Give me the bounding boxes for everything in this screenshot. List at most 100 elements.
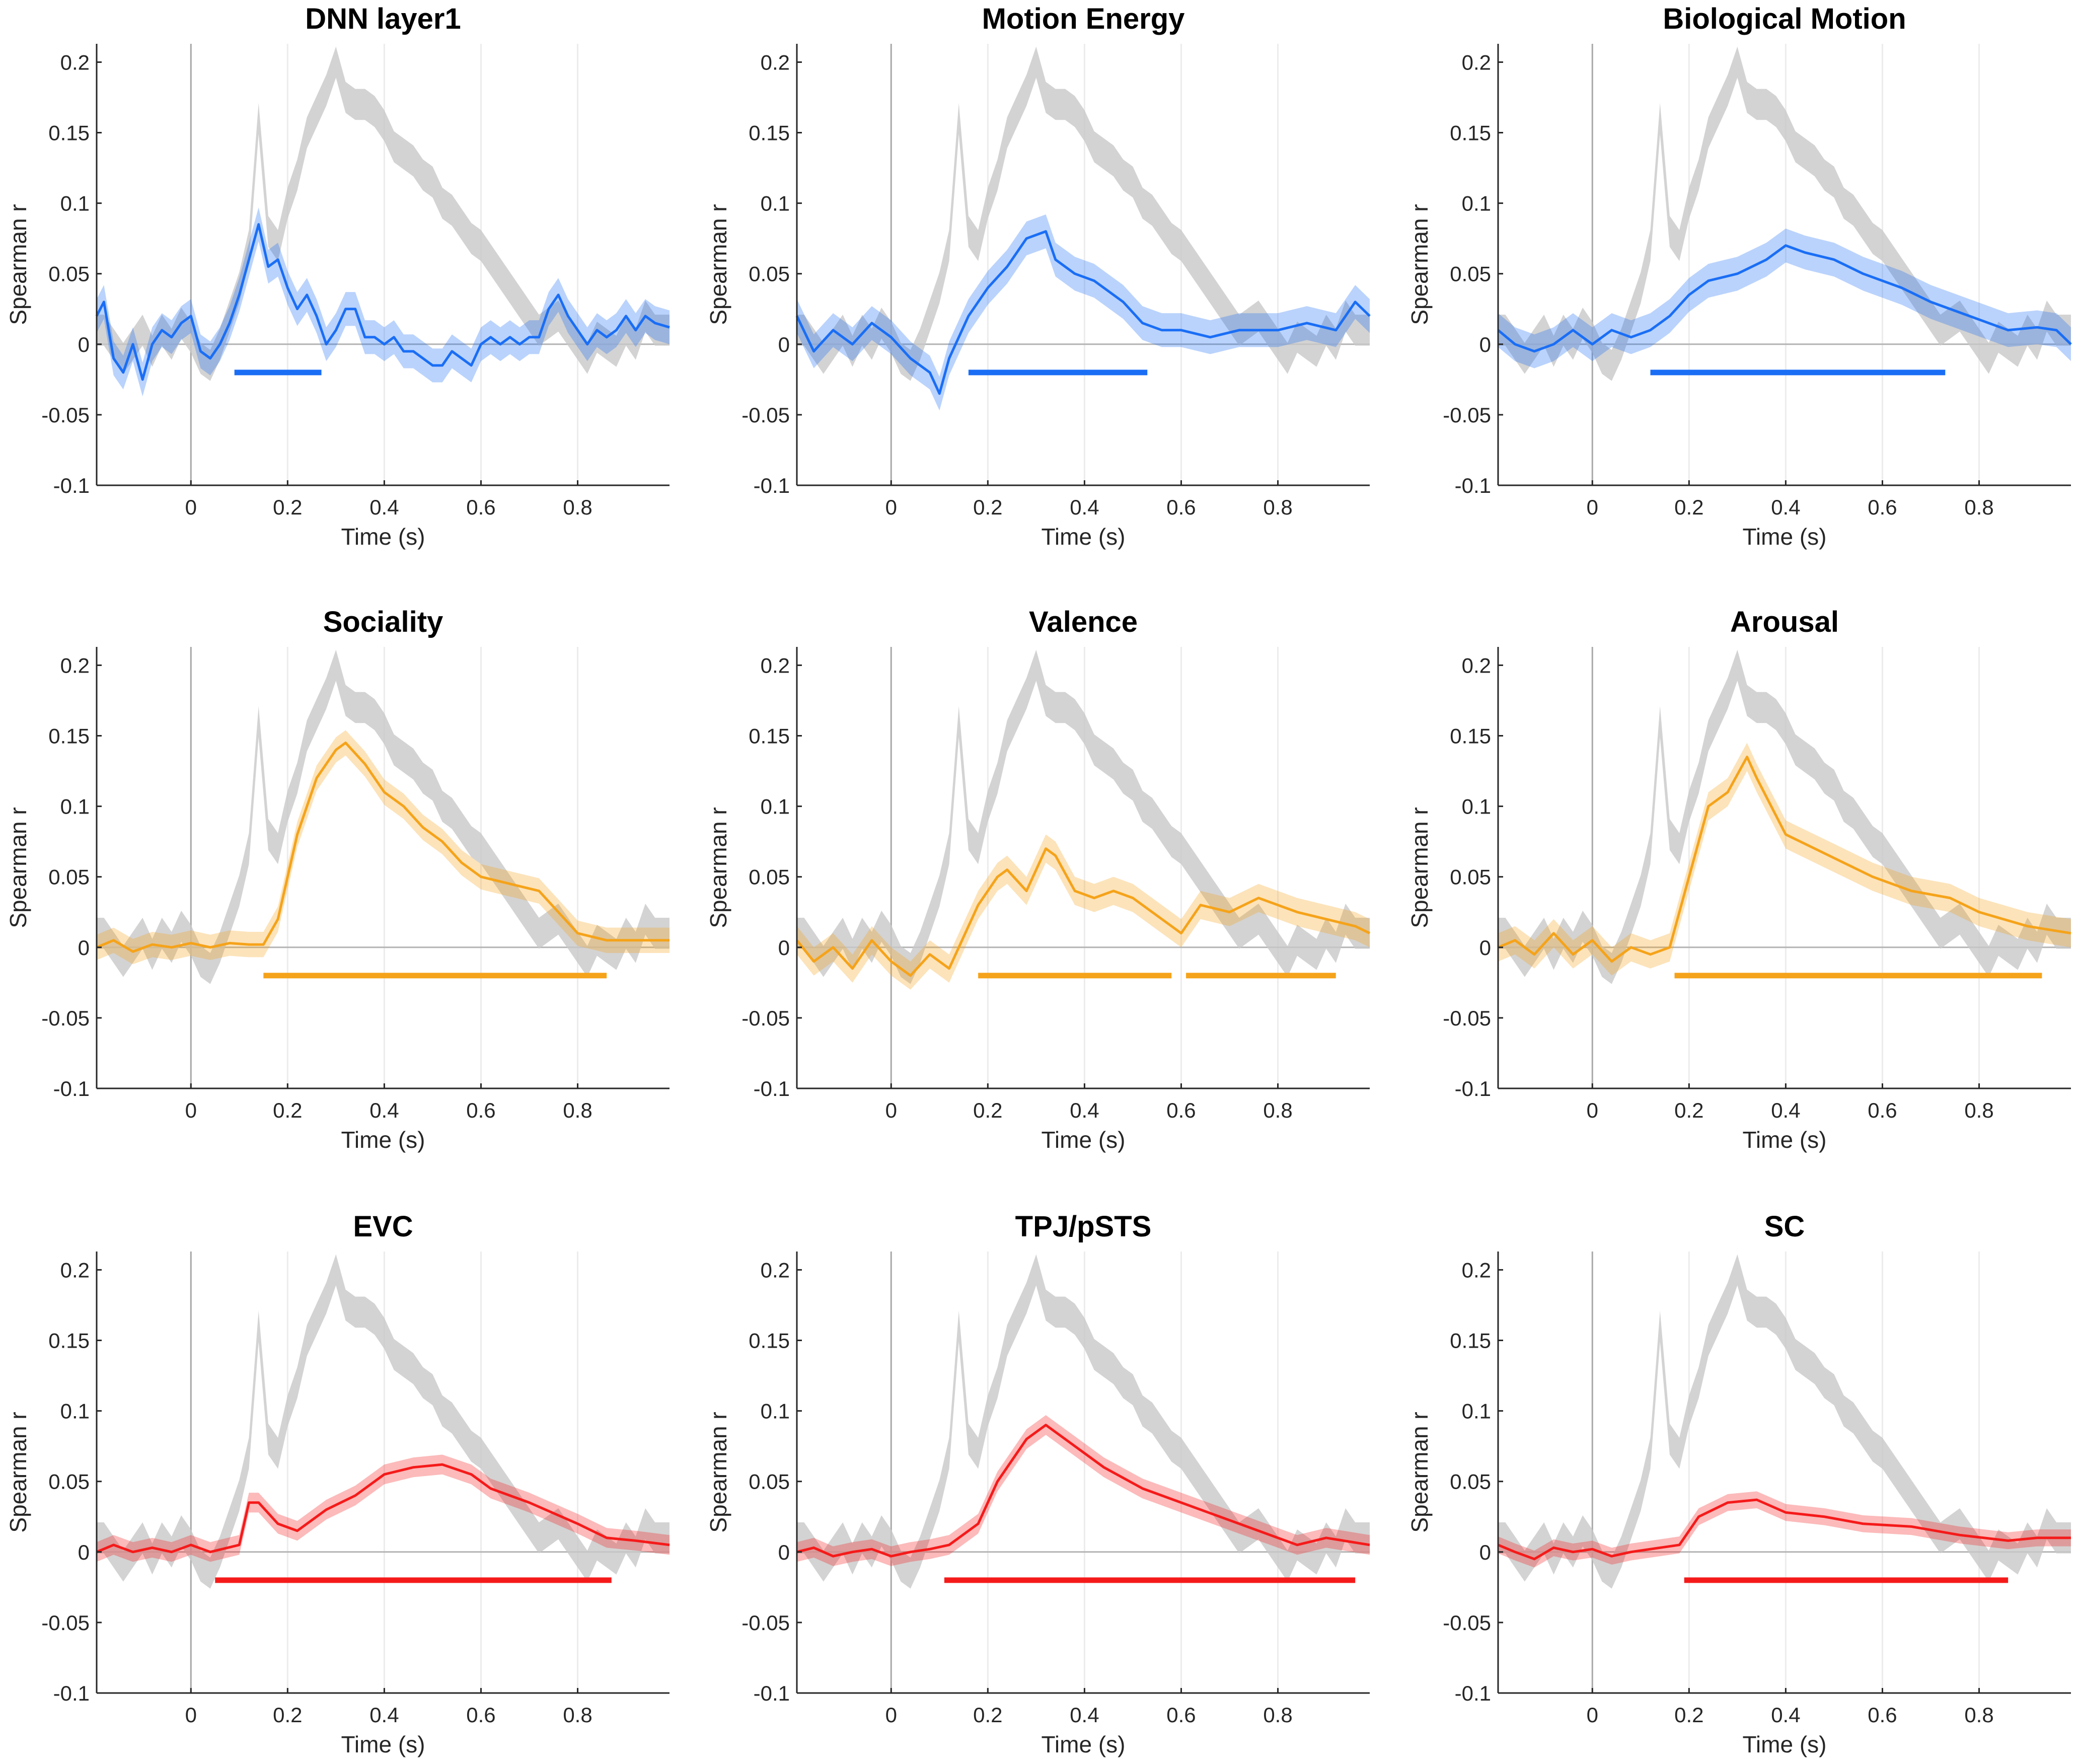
x-tick-label: 0.4	[369, 1703, 399, 1727]
reference-band	[797, 649, 1370, 984]
y-tick-label: -0.05	[41, 403, 90, 427]
x-tick-label: 0	[185, 1098, 197, 1122]
series-line	[1497, 244, 2072, 353]
reference-band	[97, 46, 670, 381]
y-tick-label: 0.15	[1450, 1329, 1491, 1353]
series-line	[795, 230, 1371, 395]
x-axis-label: Time (s)	[1743, 524, 1827, 550]
reference-band	[97, 1254, 670, 1589]
y-tick-label: 0.05	[48, 262, 90, 286]
series-line	[796, 847, 1371, 977]
y-tick-label: 0.1	[761, 795, 790, 819]
y-axis-label: Spearman r	[5, 204, 31, 325]
x-tick-label: 0	[1587, 1098, 1598, 1122]
x-axis-label: Time (s)	[1042, 1731, 1126, 1757]
y-tick-label: 0.2	[60, 653, 90, 677]
y-tick-label: -0.05	[741, 1611, 790, 1635]
panel-title: Arousal	[1730, 606, 1839, 638]
x-axis-label: Time (s)	[1743, 1127, 1827, 1153]
panel-biological-motion: -0.1 -0.05 0 0.05 0.1 0.15 0.2 0 0.2 0.4 0.6 0.8 Tim…	[1406, 3, 2072, 550]
reference-band	[1498, 649, 2071, 984]
x-tick-label: 0	[1587, 1703, 1598, 1727]
y-tick-label: -0.1	[754, 1681, 790, 1705]
x-tick-label: 0.6	[466, 1703, 495, 1727]
y-tick-label: 0.15	[48, 121, 90, 145]
y-tick-label: 0.15	[1450, 724, 1491, 748]
y-tick-label: 0.2	[761, 50, 790, 74]
y-tick-label: 0.05	[749, 865, 790, 889]
y-tick-label: 0.15	[48, 1329, 90, 1353]
y-tick-label: 0.1	[1462, 795, 1491, 819]
series-line	[1498, 1498, 2071, 1561]
x-tick-label: 0.2	[973, 1098, 1002, 1122]
x-tick-label: 0.8	[563, 495, 592, 519]
panel-arousal: -0.1 -0.05 0 0.05 0.1 0.15 0.2 0 0.2 0.4 0.6 0.8 Tim…	[1406, 606, 2071, 1153]
x-axis-label: Time (s)	[1042, 524, 1126, 550]
panel-title: Valence	[1029, 606, 1138, 638]
panel-title: TPJ/pSTS	[1015, 1210, 1152, 1243]
x-tick-label: 0.6	[1166, 1098, 1196, 1122]
reference-band	[797, 46, 1370, 381]
y-axis-label: Spearman r	[5, 807, 31, 928]
series-line	[1498, 756, 2071, 963]
x-tick-label: 0.4	[369, 1098, 399, 1122]
y-tick-label: 0	[1479, 1540, 1491, 1564]
x-tick-label: 0	[185, 495, 197, 519]
x-tick-label: 0.2	[973, 495, 1002, 519]
y-tick-label: -0.1	[53, 474, 90, 497]
x-tick-label: 0.6	[1166, 495, 1196, 519]
y-axis-label: Spearman r	[1406, 1412, 1433, 1532]
reference-band	[97, 649, 670, 984]
reference-band	[1498, 1254, 2071, 1589]
y-tick-label: 0	[778, 333, 790, 356]
panel-valence: -0.1 -0.05 0 0.05 0.1 0.15 0.2 0 0.2 0.4 0.6 0.8 Tim…	[705, 606, 1371, 1153]
x-tick-label: 0.8	[563, 1703, 592, 1727]
panel-title: Motion Energy	[982, 3, 1185, 35]
series-band	[1498, 1491, 2071, 1568]
y-tick-label: 0.05	[1450, 262, 1491, 286]
y-tick-label: 0	[778, 936, 790, 960]
y-tick-label: 0.2	[761, 1258, 790, 1282]
y-tick-label: -0.1	[754, 474, 790, 497]
panel-sociality: -0.1 -0.05 0 0.05 0.1 0.15 0.2 0 0.2 0.4 0.6 0.8 Tim…	[5, 606, 670, 1153]
y-axis-label: Spearman r	[1406, 807, 1433, 928]
panel-evc: -0.1 -0.05 0 0.05 0.1 0.15 0.2 0 0.2 0.4 0.6 0.8 Tim…	[5, 1210, 670, 1757]
x-axis-label: Time (s)	[1743, 1731, 1827, 1757]
reference-band	[1498, 46, 2071, 381]
y-tick-label: 0.15	[749, 724, 790, 748]
y-tick-label: -0.1	[53, 1077, 90, 1100]
y-tick-label: 0.05	[48, 865, 90, 889]
panel-title: Biological Motion	[1663, 3, 1906, 35]
x-axis-label: Time (s)	[1042, 1127, 1126, 1153]
y-tick-label: 0.2	[1462, 653, 1491, 677]
x-tick-label: 0.2	[1674, 1703, 1703, 1727]
x-tick-label: 0.6	[1868, 1098, 1897, 1122]
x-tick-label: 0.2	[273, 1098, 302, 1122]
series-band	[97, 207, 670, 397]
y-tick-label: 0.05	[48, 1470, 90, 1494]
y-tick-label: -0.05	[1443, 403, 1491, 427]
y-tick-label: 0.2	[60, 50, 90, 74]
x-tick-label: 0.2	[973, 1703, 1002, 1727]
x-tick-label: 0.2	[1674, 495, 1703, 519]
x-tick-label: 0.8	[1263, 1098, 1292, 1122]
y-tick-label: 0.1	[761, 192, 790, 215]
y-tick-label: -0.1	[53, 1681, 90, 1705]
series-band	[797, 1415, 1370, 1566]
x-tick-label: 0	[885, 1098, 897, 1122]
y-tick-label: 0	[78, 333, 90, 356]
series-line	[95, 223, 670, 381]
y-tick-label: 0	[78, 936, 90, 960]
x-tick-label: 0	[885, 495, 897, 519]
y-tick-label: -0.1	[1455, 1681, 1491, 1705]
y-tick-label: 0.05	[1450, 1470, 1491, 1494]
x-tick-label: 0.8	[1263, 495, 1292, 519]
y-tick-label: -0.05	[41, 1006, 90, 1030]
x-tick-label: 0	[885, 1703, 897, 1727]
y-tick-label: 0.1	[1462, 192, 1491, 215]
panel-title: Sociality	[323, 606, 443, 638]
series-line	[796, 1424, 1370, 1558]
y-tick-label: 0	[778, 1540, 790, 1564]
y-tick-label: 0.2	[1462, 50, 1491, 74]
